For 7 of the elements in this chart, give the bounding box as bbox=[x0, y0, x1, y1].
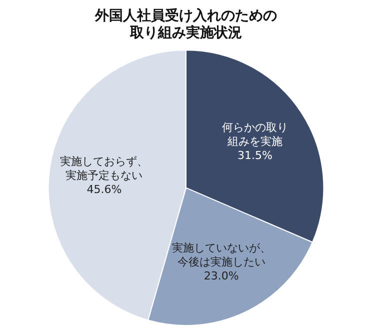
data-label: 23.0% bbox=[204, 269, 239, 282]
slice-label: 実施していないが、今後は実施したい bbox=[172, 241, 271, 268]
slice-label: 何らかの取り組みを実施 bbox=[222, 121, 288, 148]
data-label: 31.5% bbox=[238, 149, 272, 162]
slice-label: 実施しておらず、実施予定もない bbox=[60, 155, 148, 182]
chart-title: 外国人社員受け入れのための取り組み実施状況 bbox=[94, 8, 277, 41]
data-label: 45.6% bbox=[86, 183, 122, 196]
